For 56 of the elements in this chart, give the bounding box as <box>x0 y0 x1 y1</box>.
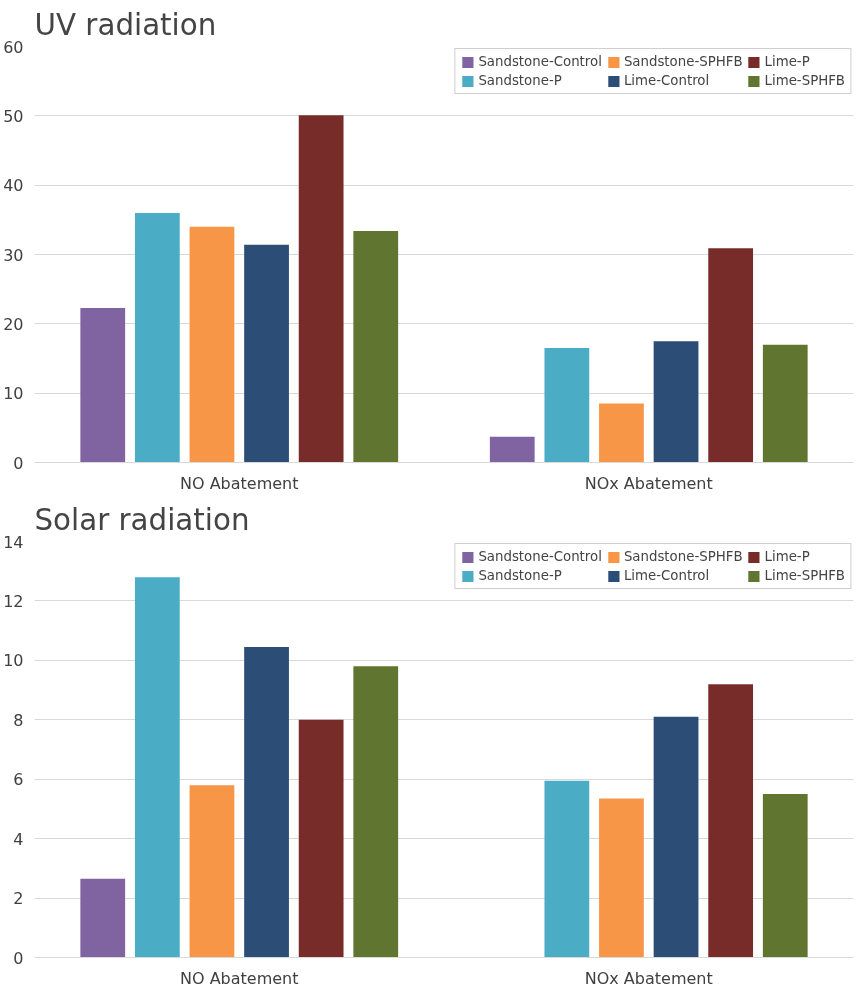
bar <box>708 684 754 958</box>
y-tick-label: 12 <box>3 591 24 611</box>
bar <box>353 230 399 463</box>
bar <box>653 716 699 958</box>
bar <box>708 248 754 463</box>
y-tick-label: 8 <box>13 710 24 730</box>
legend-label: Sandstone-P <box>478 568 562 583</box>
legend-label: Lime-SPHFB <box>764 73 845 88</box>
y-tick-label: 10 <box>3 384 24 404</box>
x-tick-label: NOx Abatement <box>584 473 713 493</box>
legend-label: Sandstone-SPHFB <box>623 54 743 69</box>
bar <box>298 115 344 463</box>
y-tick-label: 50 <box>3 106 24 126</box>
bar <box>189 226 235 463</box>
y-tick-label: 10 <box>3 651 24 671</box>
x-tick-label: NOx Abatement <box>584 968 713 988</box>
y-tick-label: 6 <box>13 770 24 790</box>
bar <box>298 719 344 958</box>
legend-label: Sandstone-P <box>478 73 562 88</box>
chart-title: UV radiation <box>34 7 217 42</box>
bar <box>653 341 699 463</box>
y-tick-label: 4 <box>13 829 24 849</box>
legend-label: Lime-Control <box>623 568 710 583</box>
legend-label: Sandstone-SPHFB <box>623 549 743 564</box>
bar <box>762 344 808 463</box>
y-tick-label: 2 <box>13 889 24 909</box>
legend-label: Lime-P <box>764 54 810 69</box>
chart-title: Solar radiation <box>34 502 250 537</box>
y-tick-label: 20 <box>3 314 24 334</box>
bar <box>244 244 289 463</box>
bar <box>544 348 590 463</box>
x-tick-label: NO Abatement <box>179 473 299 493</box>
legend-label: Lime-SPHFB <box>764 568 845 583</box>
y-tick-label: 0 <box>13 453 24 473</box>
legend-label: Lime-P <box>764 549 810 564</box>
x-tick-label: NO Abatement <box>179 968 299 988</box>
bar <box>544 780 590 958</box>
bar <box>489 436 535 463</box>
legend-label: Sandstone-Control <box>478 54 602 69</box>
bar <box>80 307 126 463</box>
bar <box>762 794 808 958</box>
bar <box>353 666 399 958</box>
legend-label: Sandstone-Control <box>478 549 602 564</box>
bar <box>189 785 235 958</box>
y-tick-label: 30 <box>3 245 24 265</box>
y-tick-label: 40 <box>3 176 24 196</box>
y-tick-label: 60 <box>3 37 24 57</box>
legend-label: Lime-Control <box>623 73 710 88</box>
bar <box>134 577 180 958</box>
bar <box>599 403 644 463</box>
bar <box>80 878 126 958</box>
bar <box>134 212 180 463</box>
bar <box>244 646 289 958</box>
y-tick-label: 0 <box>13 948 24 968</box>
bar <box>599 798 644 958</box>
y-tick-label: 14 <box>3 532 24 552</box>
